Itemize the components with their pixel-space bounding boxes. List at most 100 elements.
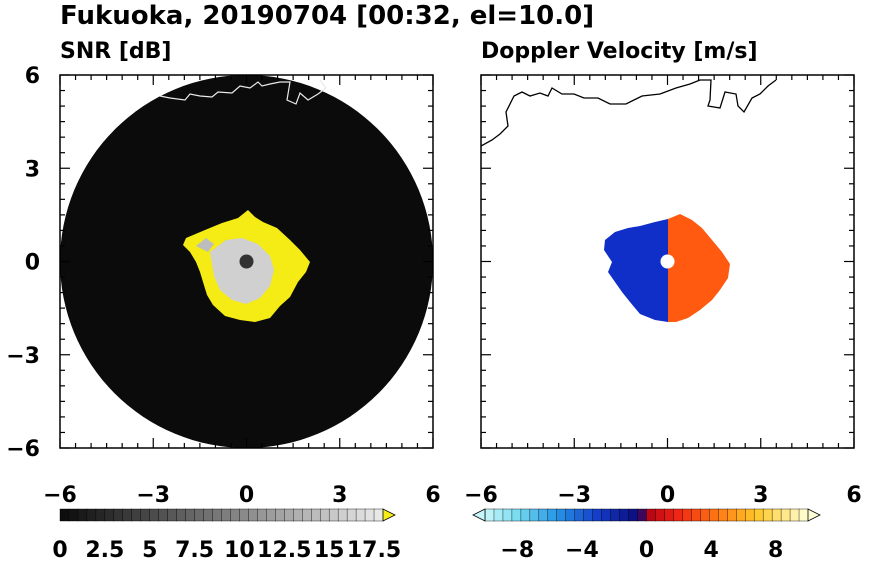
colorbar-segment xyxy=(628,508,639,522)
doppler-echo-receding xyxy=(668,214,730,322)
colorbar-segment xyxy=(275,508,285,522)
colorbar-segment xyxy=(149,508,160,522)
colorbar-segment xyxy=(718,508,728,522)
colorbar-segment xyxy=(284,508,294,522)
colorbar-extend-max xyxy=(807,508,821,522)
colorbar-segment xyxy=(547,508,558,522)
colorbar-segment xyxy=(592,508,603,522)
colorbar-segment xyxy=(266,508,276,522)
colorbar-segment xyxy=(86,508,97,522)
snr-ytick-label: 6 xyxy=(25,64,40,89)
colorbar-segment xyxy=(655,508,666,522)
colorbar-segment xyxy=(239,508,250,522)
colorbar-segment xyxy=(319,508,330,522)
colorbar-segment xyxy=(780,508,791,522)
colorbar-segment xyxy=(771,508,782,522)
colorbar-segment xyxy=(691,508,701,522)
doppler-xtick-label: 3 xyxy=(753,483,768,508)
snr-xtick-label: 0 xyxy=(239,483,254,508)
snr-colorbar: 0 2.5 5 7.5 10 12.5 15 17.5 xyxy=(52,508,401,563)
colorbar-segment xyxy=(610,508,621,522)
colorbar-segment xyxy=(140,508,151,522)
doppler-axis-ticks xyxy=(480,74,855,449)
colorbar-segment xyxy=(664,508,675,522)
colorbar-tick-label: 10 xyxy=(224,538,255,563)
colorbar-segment xyxy=(59,508,70,522)
colorbar-segment xyxy=(574,508,585,522)
colorbar-segment xyxy=(502,508,513,522)
doppler-xtick-label: −3 xyxy=(557,483,591,508)
colorbar-segment xyxy=(736,508,746,522)
colorbar-tick-label: 12.5 xyxy=(257,538,311,563)
colorbar-segment xyxy=(248,508,258,522)
doppler-xtick-label: −6 xyxy=(464,483,498,508)
colorbar-tick-label: 2.5 xyxy=(85,538,124,563)
colorbar-segment xyxy=(221,508,232,522)
colorbar-extend-max xyxy=(382,508,396,522)
figure-title: Fukuoka, 20190704 [00:32, el=10.0] xyxy=(60,1,594,31)
colorbar-segment xyxy=(511,508,522,522)
colorbar-segment xyxy=(798,508,809,522)
snr-xtick-label: 3 xyxy=(332,483,347,508)
colorbar-tick-label: 0 xyxy=(639,538,654,563)
colorbar-segment xyxy=(529,508,540,522)
doppler-radar-center xyxy=(660,254,675,269)
snr-echo-patch xyxy=(196,238,214,252)
colorbar-tick-label: 5 xyxy=(142,538,157,563)
colorbar-segment xyxy=(583,508,594,522)
snr-xtick-label: −6 xyxy=(43,483,77,508)
colorbar-tick-label: 8 xyxy=(768,538,783,563)
colorbar-segment xyxy=(346,508,357,522)
colorbar-segment xyxy=(682,508,692,522)
colorbar-tick-label: 0 xyxy=(52,538,67,563)
colorbar-segment xyxy=(762,508,773,522)
colorbar-segment xyxy=(601,508,612,522)
colorbar-segment xyxy=(753,508,764,522)
colorbar-segment xyxy=(565,508,576,522)
snr-ytick-label: −6 xyxy=(6,437,40,462)
colorbar-segment xyxy=(257,508,267,522)
doppler-coastline xyxy=(481,79,777,147)
colorbar-segment xyxy=(194,508,205,522)
colorbar-segment xyxy=(311,508,321,522)
colorbar-segment xyxy=(789,508,800,522)
snr-echo-core xyxy=(210,238,274,304)
snr-radar-center xyxy=(239,254,254,269)
colorbar-segment xyxy=(673,508,683,522)
doppler-echo-approaching xyxy=(604,219,668,322)
snr-coastline xyxy=(159,79,327,105)
colorbar-segment xyxy=(113,508,124,522)
colorbar-tick-label: −4 xyxy=(565,538,599,563)
colorbar-segment xyxy=(637,508,648,522)
snr-xtick-label: 6 xyxy=(425,483,440,508)
doppler-xtick-label: 0 xyxy=(660,483,675,508)
colorbar-tick-label: 7.5 xyxy=(175,538,214,563)
colorbar-segment xyxy=(185,508,196,522)
colorbar-tick-label: 15 xyxy=(314,538,345,563)
colorbar-segment xyxy=(520,508,531,522)
doppler-xtick-label: 6 xyxy=(846,483,861,508)
colorbar-segment xyxy=(104,508,115,522)
colorbar-segment xyxy=(700,508,710,522)
colorbar-segment xyxy=(68,508,79,522)
colorbar-segment xyxy=(646,508,657,522)
snr-panel-title: SNR [dB] xyxy=(60,39,171,64)
colorbar-segment xyxy=(556,508,567,522)
colorbar-segment xyxy=(328,508,339,522)
colorbar-segment xyxy=(203,508,214,522)
snr-ytick-label: 3 xyxy=(25,157,40,182)
doppler-panel-title: Doppler Velocity [m/s] xyxy=(481,39,758,64)
colorbar-segment xyxy=(77,508,88,522)
colorbar-segment xyxy=(373,508,384,522)
colorbar-segment xyxy=(727,508,737,522)
snr-ytick-label: 0 xyxy=(25,251,40,276)
colorbar-segment xyxy=(709,508,719,522)
colorbar-tick-label: 4 xyxy=(703,538,718,563)
colorbar-segment xyxy=(538,508,549,522)
snr-ytick-label: −3 xyxy=(6,344,40,369)
doppler-panel: Doppler Velocity [m/s] −6 −3 0 3 6 xyxy=(464,39,862,508)
colorbar-segment xyxy=(302,508,312,522)
colorbar-segment xyxy=(122,508,133,522)
doppler-colorbar: −8 −4 0 4 8 xyxy=(472,508,821,563)
